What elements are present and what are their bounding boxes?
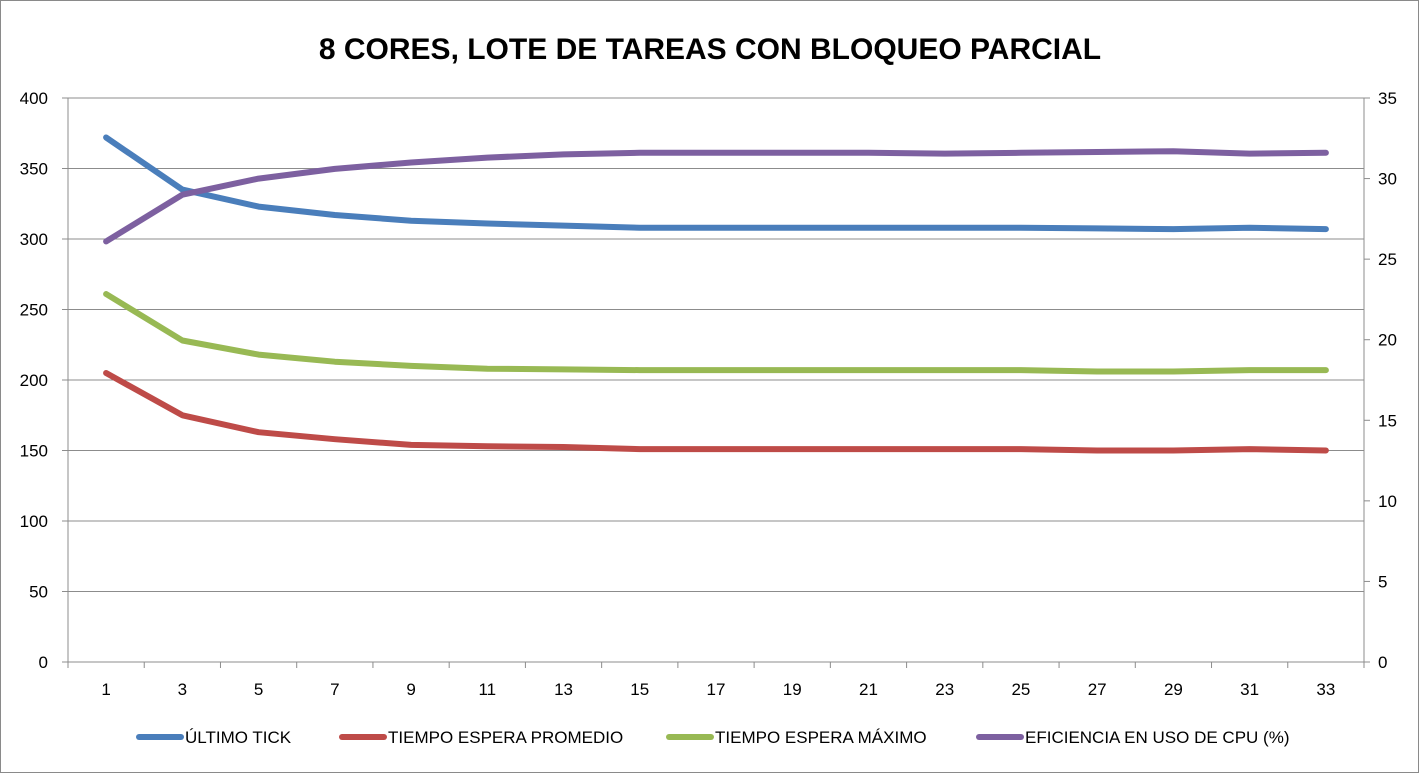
series-line-2 xyxy=(103,370,1329,454)
right-tick-label: 5 xyxy=(1378,572,1387,591)
legend: ÚLTIMO TICK TIEMPO ESPERA PROMEDIO TIEMPO … xyxy=(136,728,1289,747)
x-tick-label: 33 xyxy=(1316,680,1335,699)
left-axis-ticks: 0 50 100 150 200 250 300 350 400 xyxy=(20,89,68,672)
x-tick-label: 27 xyxy=(1088,680,1107,699)
x-tick-label: 19 xyxy=(783,680,802,699)
x-tick-label: 21 xyxy=(859,680,878,699)
gridlines xyxy=(68,97,1364,592)
x-tick-label: 31 xyxy=(1240,680,1259,699)
left-tick-label: 200 xyxy=(20,371,48,390)
right-tick-label: 0 xyxy=(1378,653,1387,672)
left-tick-label: 300 xyxy=(20,230,48,249)
left-tick-label: 50 xyxy=(29,583,48,602)
legend-label-3: TIEMPO ESPERA MÁXIMO xyxy=(715,728,927,747)
right-tick-label: 20 xyxy=(1378,331,1397,350)
right-tick-label: 10 xyxy=(1378,492,1397,511)
x-tick-label: 5 xyxy=(254,680,263,699)
left-tick-label: 350 xyxy=(20,160,48,179)
x-tick-label: 25 xyxy=(1011,680,1030,699)
left-tick-label: 400 xyxy=(20,89,48,108)
right-tick-label: 25 xyxy=(1378,250,1397,269)
legend-label-1: ÚLTIMO TICK xyxy=(185,728,292,747)
right-axis-ticks: 0 5 10 15 20 25 30 35 xyxy=(1364,89,1397,672)
x-axis-ticks: 1 3 5 7 9 11 13 15 17 19 21 23 25 27 29 31 33 xyxy=(67,662,1365,699)
left-tick-label: 250 xyxy=(20,301,48,320)
series-lines xyxy=(103,134,1329,454)
chart-title: 8 CORES, LOTE DE TAREAS CON BLOQUEO PARC… xyxy=(319,33,1101,66)
left-tick-label: 150 xyxy=(20,442,48,461)
legend-label-2: TIEMPO ESPERA PROMEDIO xyxy=(388,728,623,747)
x-tick-label: 17 xyxy=(707,680,726,699)
right-tick-label: 15 xyxy=(1378,411,1397,430)
legend-label-4: EFICIENCIA EN USO DE CPU (%) xyxy=(1025,728,1289,747)
series-line-4 xyxy=(103,148,1329,245)
x-tick-label: 7 xyxy=(330,680,339,699)
x-tick-label: 23 xyxy=(935,680,954,699)
right-tick-label: 35 xyxy=(1378,89,1397,108)
left-tick-label: 100 xyxy=(20,512,48,531)
x-tick-label: 1 xyxy=(101,680,110,699)
left-tick-label: 0 xyxy=(39,653,48,672)
x-tick-label: 9 xyxy=(406,680,415,699)
x-tick-label: 29 xyxy=(1164,680,1183,699)
x-tick-label: 3 xyxy=(178,680,187,699)
x-tick-label: 13 xyxy=(554,680,573,699)
x-tick-label: 15 xyxy=(630,680,649,699)
x-tick-label: 11 xyxy=(478,680,496,699)
series-line-1 xyxy=(103,134,1329,233)
series-line-3 xyxy=(103,291,1329,375)
right-tick-label: 30 xyxy=(1378,170,1397,189)
